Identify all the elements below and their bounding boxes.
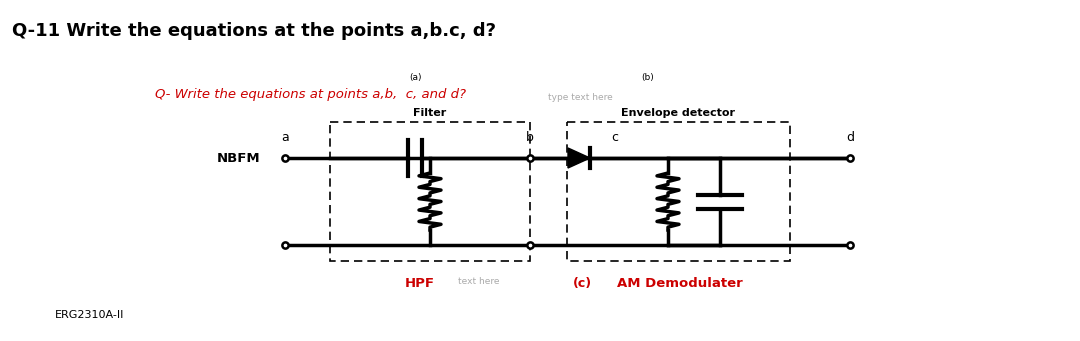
Text: type text here: type text here xyxy=(548,93,612,102)
Text: d: d xyxy=(846,131,854,144)
Text: Filter: Filter xyxy=(414,108,447,118)
Text: c: c xyxy=(611,131,619,144)
Text: (b): (b) xyxy=(642,73,654,82)
Text: NBFM: NBFM xyxy=(216,151,260,164)
Text: (a): (a) xyxy=(408,73,421,82)
Text: Q-11 Write the equations at the points a,b.c, d?: Q-11 Write the equations at the points a… xyxy=(12,22,496,40)
Text: b: b xyxy=(526,131,534,144)
Text: Q- Write the equations at points a,b,  c, and d?: Q- Write the equations at points a,b, c,… xyxy=(156,88,465,101)
Bar xyxy=(330,122,530,261)
Text: AM Demodulater: AM Demodulater xyxy=(617,277,743,290)
Text: ERG2310A-II: ERG2310A-II xyxy=(55,310,124,320)
Polygon shape xyxy=(568,148,590,168)
Text: a: a xyxy=(281,131,288,144)
Bar xyxy=(567,122,789,261)
Text: Envelope detector: Envelope detector xyxy=(621,108,735,118)
Text: (c): (c) xyxy=(572,277,592,290)
Text: HPF: HPF xyxy=(405,277,435,290)
Text: text here: text here xyxy=(458,277,499,286)
